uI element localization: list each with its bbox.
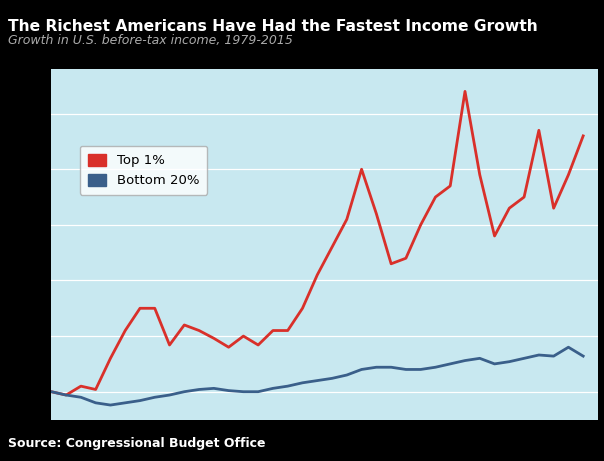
Top 1% — [107, 355, 114, 361]
Bottom 20% — [107, 402, 114, 408]
Top 1% — [240, 333, 247, 339]
Top 1% — [402, 255, 410, 261]
Top 1% — [181, 322, 188, 328]
Top 1% — [461, 89, 469, 94]
Top 1% — [446, 183, 454, 189]
Bottom 20% — [299, 380, 306, 385]
Bottom 20% — [48, 389, 55, 395]
Bottom 20% — [329, 376, 336, 381]
Top 1% — [521, 194, 528, 200]
Top 1% — [269, 328, 277, 333]
Top 1% — [225, 344, 233, 350]
Bottom 20% — [343, 372, 350, 378]
Top 1% — [432, 194, 439, 200]
Top 1% — [313, 272, 321, 278]
Top 1% — [137, 306, 144, 311]
Bottom 20% — [62, 392, 69, 398]
Top 1% — [284, 328, 291, 333]
Legend: Top 1%, Bottom 20%: Top 1%, Bottom 20% — [80, 146, 207, 195]
Bottom 20% — [461, 358, 469, 363]
Bottom 20% — [284, 384, 291, 389]
Text: The Richest Americans Have Had the Fastest Income Growth: The Richest Americans Have Had the Faste… — [8, 19, 538, 34]
Bottom 20% — [476, 355, 483, 361]
Top 1% — [166, 342, 173, 348]
Bottom 20% — [491, 361, 498, 366]
Bottom 20% — [388, 365, 395, 370]
Top 1% — [92, 387, 99, 392]
Bottom 20% — [269, 385, 277, 391]
Top 1% — [151, 306, 158, 311]
Bottom 20% — [92, 400, 99, 406]
Bottom 20% — [121, 400, 129, 406]
Bottom 20% — [196, 387, 203, 392]
Bottom 20% — [254, 389, 262, 395]
Bottom 20% — [210, 385, 217, 391]
Bottom 20% — [77, 395, 85, 400]
Top 1% — [196, 328, 203, 333]
Bottom 20% — [181, 389, 188, 395]
Top 1% — [358, 166, 365, 172]
Bottom 20% — [373, 365, 380, 370]
Top 1% — [580, 133, 587, 139]
Bottom 20% — [432, 365, 439, 370]
Bottom 20% — [358, 366, 365, 372]
Bottom 20% — [225, 388, 233, 393]
Line: Bottom 20%: Bottom 20% — [51, 347, 583, 405]
Top 1% — [506, 206, 513, 211]
Text: Source: Congressional Budget Office: Source: Congressional Budget Office — [8, 437, 265, 450]
Bottom 20% — [240, 389, 247, 395]
Line: Top 1%: Top 1% — [51, 91, 583, 395]
Top 1% — [491, 233, 498, 239]
Top 1% — [550, 206, 557, 211]
Bottom 20% — [506, 359, 513, 365]
Top 1% — [254, 342, 262, 348]
Top 1% — [535, 128, 542, 133]
Top 1% — [48, 389, 55, 395]
Bottom 20% — [446, 361, 454, 366]
Bottom 20% — [550, 353, 557, 359]
Bottom 20% — [565, 344, 572, 350]
Bottom 20% — [151, 395, 158, 400]
Bottom 20% — [402, 366, 410, 372]
Top 1% — [62, 392, 69, 398]
Bottom 20% — [137, 398, 144, 403]
Top 1% — [417, 222, 424, 228]
Bottom 20% — [166, 392, 173, 398]
Top 1% — [565, 172, 572, 177]
Bottom 20% — [521, 355, 528, 361]
Bottom 20% — [580, 353, 587, 359]
Top 1% — [299, 306, 306, 311]
Top 1% — [388, 261, 395, 266]
Top 1% — [77, 384, 85, 389]
Bottom 20% — [535, 352, 542, 358]
Text: Growth in U.S. before-tax income, 1979-2015: Growth in U.S. before-tax income, 1979-2… — [8, 34, 293, 47]
Top 1% — [121, 328, 129, 333]
Top 1% — [343, 217, 350, 222]
Top 1% — [476, 172, 483, 177]
Bottom 20% — [417, 366, 424, 372]
Top 1% — [329, 244, 336, 250]
Top 1% — [373, 211, 380, 217]
Bottom 20% — [313, 378, 321, 384]
Top 1% — [210, 336, 217, 341]
